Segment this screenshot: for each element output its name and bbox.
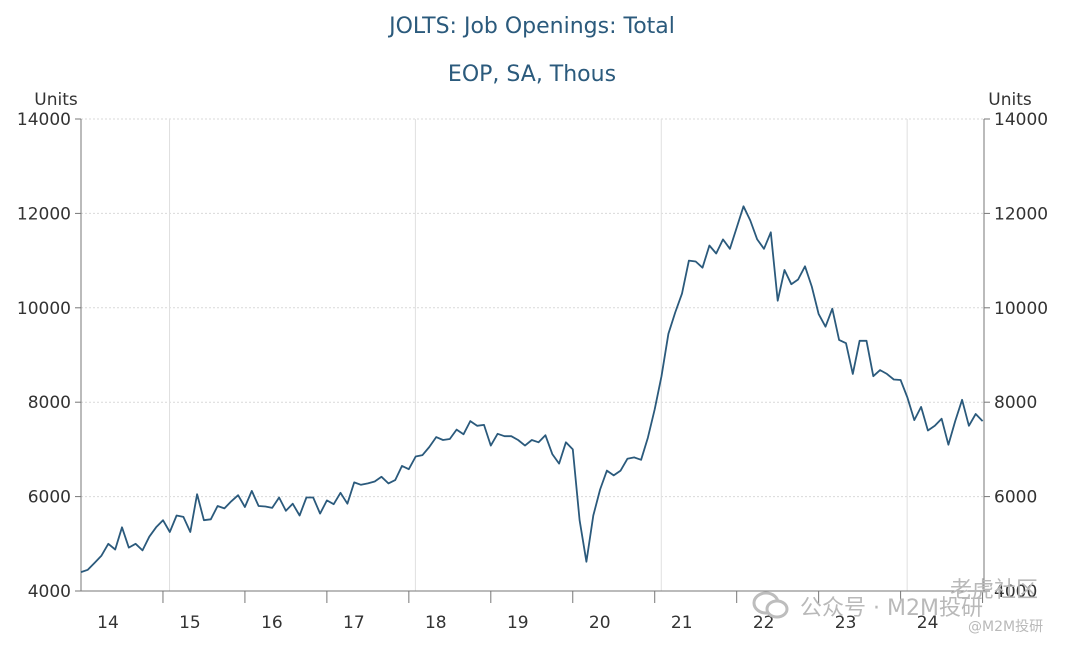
x-tick-label: 15 <box>179 613 201 633</box>
watermark-community: 老虎社区 <box>950 578 1039 603</box>
x-tick-label: 19 <box>507 613 529 633</box>
x-tick-label: 17 <box>343 613 365 633</box>
y-axis-label-left: Units <box>34 90 78 110</box>
y-tick-label-right: 6000 <box>994 488 1037 508</box>
chart-title: JOLTS: Job Openings: Total <box>389 14 675 39</box>
x-tick-label: 18 <box>425 613 447 633</box>
y-tick-label-left: 14000 <box>17 110 71 130</box>
chart-subtitle: EOP, SA, Thous <box>447 62 617 87</box>
x-tick-label: 14 <box>97 613 119 633</box>
x-tick-label: 21 <box>671 613 693 633</box>
y-tick-label-right: 12000 <box>994 204 1048 224</box>
y-tick-label-left: 10000 <box>17 299 71 319</box>
y-tick-label-left: 6000 <box>28 488 71 508</box>
y-tick-label-left: 12000 <box>17 204 71 224</box>
watermark-handle: @M2M投研 <box>968 619 1044 635</box>
y-tick-labels: 4000 4000 6000 6000 8000 8000 10000 10000 12000 1… <box>17 110 1048 602</box>
y-tick-label-right: 4000 <box>994 582 1037 602</box>
y-tick-label-left: 8000 <box>28 393 71 413</box>
x-tick-label: 24 <box>917 613 939 633</box>
y-tick-label-right: 10000 <box>994 299 1048 319</box>
x-tick-label: 16 <box>261 613 283 633</box>
y-tick-label-right: 14000 <box>994 110 1048 130</box>
series-lines <box>80 205 984 573</box>
wechat-icon <box>752 591 789 619</box>
x-tick-label: 22 <box>753 613 775 633</box>
x-tick-labels: 14 15 16 17 18 19 20 21 22 23 24 <box>97 613 938 633</box>
watermark-wechat: 公众号 · M2M投研 <box>800 596 983 621</box>
x-tick-label: 23 <box>835 613 857 633</box>
y-axis-label-right: Units <box>988 90 1032 110</box>
y-tick-label-left: 4000 <box>28 582 71 602</box>
series-line-job-openings <box>80 205 984 573</box>
y-tick-label-right: 8000 <box>994 393 1037 413</box>
axes <box>75 118 990 603</box>
x-tick-label: 20 <box>589 613 611 633</box>
